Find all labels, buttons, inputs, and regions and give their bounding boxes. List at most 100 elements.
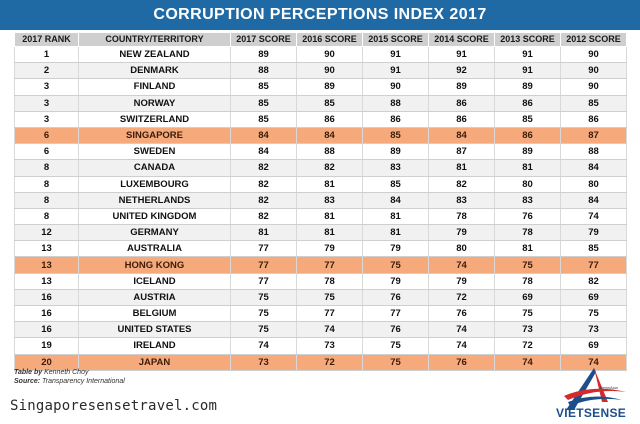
score-cell: 86: [560, 111, 627, 128]
score-cell: 81: [428, 159, 495, 177]
credits: Table by Kenneth Choy Source: Transparen…: [14, 368, 125, 386]
rank-cell: 19: [14, 337, 79, 355]
score-cell: 91: [494, 46, 561, 64]
rank-cell: 3: [14, 95, 79, 112]
score-cell: 81: [230, 224, 297, 242]
score-cell: 69: [494, 289, 561, 307]
score-cell: 75: [362, 256, 429, 274]
score-cell: 82: [560, 273, 627, 290]
country-cell: LUXEMBOURG: [78, 176, 231, 193]
country-cell: UNITED KINGDOM: [78, 208, 231, 226]
score-cell: 74: [428, 321, 495, 339]
score-cell: 80: [494, 176, 561, 193]
score-cell: 82: [230, 192, 297, 209]
table-row: 19 IRELAND 74 73 75 74 72 69: [14, 337, 627, 355]
table-row: 13 ICELAND 77 78 79 79 78 82: [14, 273, 627, 290]
score-cell: 74: [230, 337, 297, 355]
score-cell: 77: [560, 256, 627, 274]
score-cell: 86: [494, 95, 561, 112]
score-cell: 85: [362, 176, 429, 193]
table-row: 8 NETHERLANDS 82 83 84 83 83 84: [14, 192, 627, 209]
table-row: 6 SINGAPORE 84 84 85 84 86 87: [14, 127, 627, 145]
source-line: Source: Transparency International: [14, 377, 125, 386]
score-cell: 84: [230, 143, 297, 161]
score-cell: 79: [362, 273, 429, 290]
rank-cell: 1: [14, 46, 79, 64]
rank-cell: 2: [14, 62, 79, 80]
country-cell: SWITZERLAND: [78, 111, 231, 128]
score-cell: 84: [560, 159, 627, 177]
table-row: 8 LUXEMBOURG 82 81 85 82 80 80: [14, 176, 627, 193]
column-header: 2014 SCORE: [428, 32, 495, 47]
column-header: COUNTRY/TERRITORY: [78, 32, 231, 47]
score-cell: 81: [362, 208, 429, 226]
score-cell: 83: [428, 192, 495, 209]
score-cell: 86: [362, 111, 429, 128]
score-cell: 76: [362, 289, 429, 307]
score-cell: 90: [362, 78, 429, 96]
country-cell: AUSTRALIA: [78, 240, 231, 258]
score-cell: 75: [230, 305, 297, 323]
score-cell: 73: [296, 337, 363, 355]
table-row: 20 JAPAN 73 72 75 76 74 74: [14, 354, 627, 371]
score-cell: 69: [560, 337, 627, 355]
score-cell: 84: [428, 127, 495, 145]
score-cell: 72: [296, 354, 363, 371]
column-header: 2015 SCORE: [362, 32, 429, 47]
column-header: 2012 SCORE: [560, 32, 627, 47]
table-row: 12 GERMANY 81 81 81 79 78 79: [14, 224, 627, 242]
score-cell: 74: [296, 321, 363, 339]
country-cell: SWEDEN: [78, 143, 231, 161]
table-row: 3 FINLAND 85 89 90 89 89 90: [14, 78, 627, 96]
country-cell: NEW ZEALAND: [78, 46, 231, 64]
rank-cell: 13: [14, 273, 79, 290]
score-cell: 87: [428, 143, 495, 161]
score-cell: 81: [494, 159, 561, 177]
score-cell: 75: [494, 256, 561, 274]
rank-cell: 16: [14, 289, 79, 307]
rank-cell: 16: [14, 321, 79, 339]
table-row: 16 AUSTRIA 75 75 76 72 69 69: [14, 289, 627, 307]
rank-cell: 3: [14, 111, 79, 128]
country-cell: FINLAND: [78, 78, 231, 96]
score-cell: 81: [296, 176, 363, 193]
country-cell: NORWAY: [78, 95, 231, 112]
rank-cell: 13: [14, 256, 79, 274]
logo-sublabel: NewsAsia: [600, 385, 618, 390]
score-cell: 86: [296, 111, 363, 128]
score-cell: 90: [560, 46, 627, 64]
rank-cell: 12: [14, 224, 79, 242]
score-cell: 82: [230, 159, 297, 177]
score-cell: 76: [428, 305, 495, 323]
site-url: Singaporesensetravel.com: [10, 398, 218, 414]
country-cell: AUSTRIA: [78, 289, 231, 307]
table-body: 1 NEW ZEALAND 89 90 91 91 91 90 2 DENMARK 88 90 91 92…: [14, 46, 627, 371]
score-cell: 76: [428, 354, 495, 371]
score-cell: 81: [296, 224, 363, 242]
source-label: Source:: [14, 378, 41, 385]
column-header: 2017 RANK: [14, 32, 79, 47]
rank-cell: 6: [14, 127, 79, 145]
table-row: 6 SWEDEN 84 88 89 87 89 88: [14, 143, 627, 161]
stylized-a-logo-icon: [564, 368, 626, 410]
rank-cell: 8: [14, 159, 79, 177]
table-row: 8 CANADA 82 82 83 81 81 84: [14, 159, 627, 177]
table-row: 3 SWITZERLAND 85 86 86 86 85 86: [14, 111, 627, 128]
score-cell: 90: [296, 46, 363, 64]
country-cell: JAPAN: [78, 354, 231, 371]
score-cell: 74: [560, 208, 627, 226]
score-cell: 76: [494, 208, 561, 226]
country-cell: BELGIUM: [78, 305, 231, 323]
score-cell: 85: [494, 111, 561, 128]
table-row: 8 UNITED KINGDOM 82 81 81 78 76 74: [14, 208, 627, 226]
score-cell: 79: [560, 224, 627, 242]
source-name: Transparency International: [42, 378, 125, 385]
score-cell: 91: [362, 46, 429, 64]
score-cell: 77: [230, 256, 297, 274]
country-cell: IRELAND: [78, 337, 231, 355]
score-cell: 75: [230, 321, 297, 339]
score-cell: 75: [296, 289, 363, 307]
rank-cell: 13: [14, 240, 79, 258]
score-cell: 77: [296, 256, 363, 274]
chart-title: CORRUPTION PERCEPTIONS INDEX 2017: [153, 6, 487, 23]
